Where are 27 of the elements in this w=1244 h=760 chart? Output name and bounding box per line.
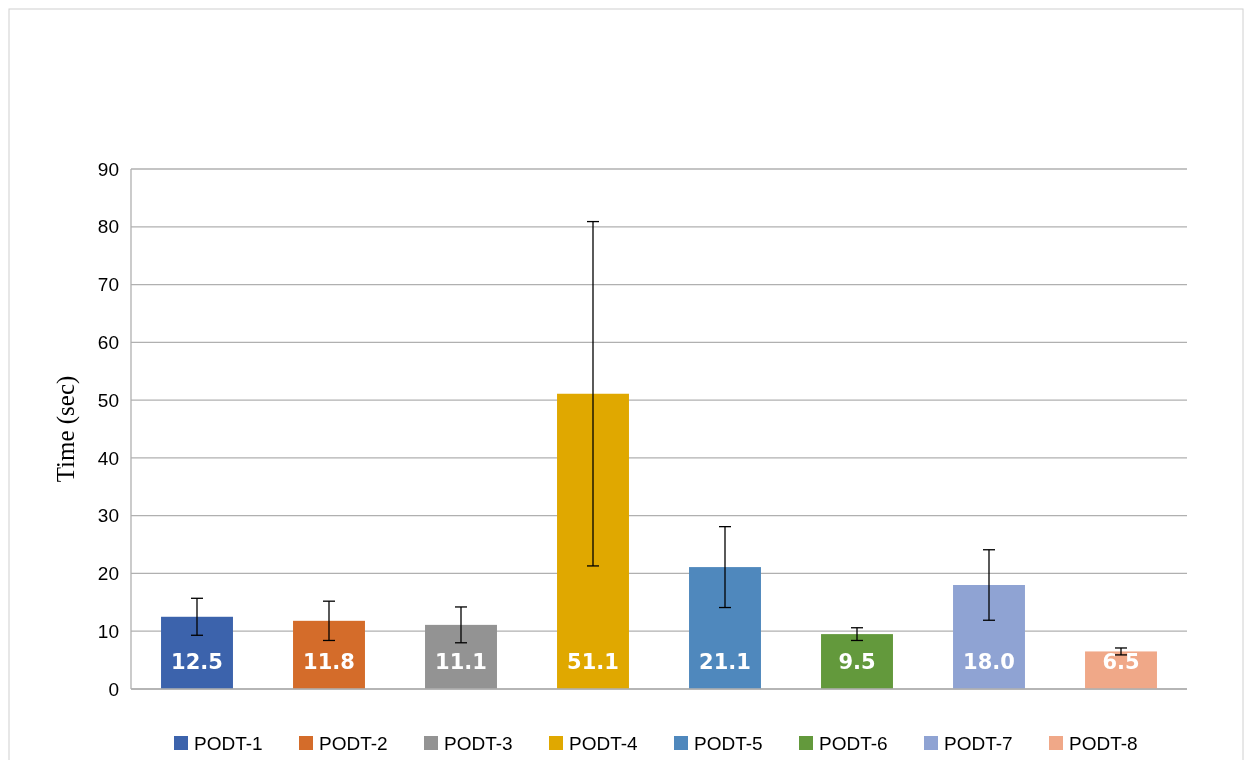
- y-tick-label: 40: [97, 447, 119, 469]
- data-label: 51.1: [567, 650, 619, 674]
- data-label: 6.5: [1102, 650, 1140, 674]
- legend-label: PODT-5: [694, 732, 763, 754]
- data-label: 21.1: [699, 650, 751, 674]
- legend-label: PODT-3: [444, 732, 513, 754]
- y-tick-label: 60: [97, 331, 119, 353]
- legend-label: PODT-1: [194, 732, 263, 754]
- data-label: 18.0: [963, 650, 1015, 674]
- y-axis-title: Time (sec): [52, 375, 80, 483]
- y-tick-label: 30: [97, 505, 119, 527]
- y-tick-label: 80: [97, 216, 119, 238]
- legend-label: PODT-7: [944, 732, 1013, 754]
- data-label: 9.5: [838, 650, 876, 674]
- legend-label: PODT-6: [819, 732, 888, 754]
- y-tick-label: 20: [97, 563, 119, 585]
- data-label: 12.5: [171, 650, 223, 674]
- legend-label: PODT-4: [569, 732, 639, 754]
- data-label: 11.8: [303, 650, 355, 674]
- y-tick-label: 50: [97, 389, 119, 411]
- y-tick-label: 0: [108, 678, 119, 700]
- y-tick-label: 90: [97, 158, 119, 180]
- legend-label: PODT-8: [1069, 732, 1138, 754]
- y-tick-label: 70: [97, 274, 119, 296]
- data-label: 11.1: [435, 650, 487, 674]
- legend-label: PODT-2: [319, 732, 388, 754]
- y-tick-label: 10: [97, 620, 119, 642]
